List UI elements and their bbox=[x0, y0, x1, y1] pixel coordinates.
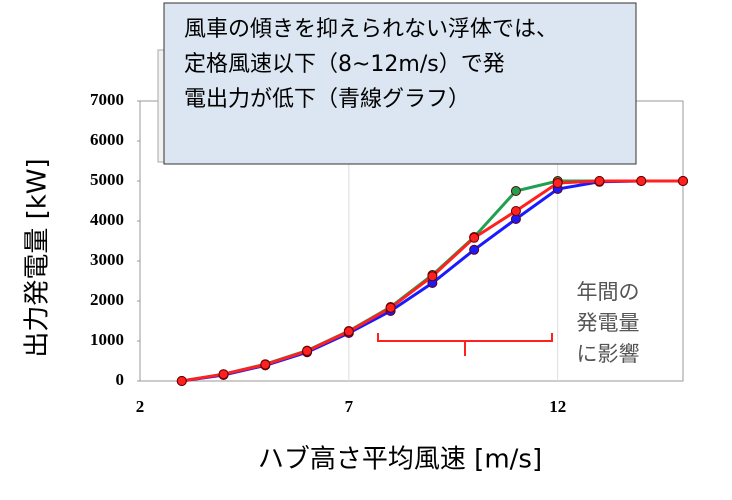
bracket bbox=[377, 333, 553, 356]
y-tick-label: 5000 bbox=[90, 170, 124, 189]
data-point bbox=[510, 186, 521, 196]
x-tick-label: 12 bbox=[549, 397, 566, 416]
x-tick-label: 7 bbox=[345, 397, 354, 416]
data-point bbox=[302, 346, 313, 356]
data-point bbox=[385, 302, 396, 313]
note-line: 発電量 bbox=[577, 311, 640, 335]
note-line: に影響 bbox=[577, 342, 640, 366]
y-tick-label: 0 bbox=[116, 370, 125, 389]
callout-line: 風車の傾きを抑えられない浮体では、 bbox=[184, 17, 558, 42]
data-point bbox=[469, 244, 480, 255]
data-point bbox=[218, 369, 229, 380]
y-tick-label: 2000 bbox=[90, 290, 124, 309]
x-axis-label: ハブ高さ平均風速 [m/s] bbox=[258, 445, 542, 475]
x-tick-label: 2 bbox=[136, 397, 145, 416]
y-tick-label: 7000 bbox=[90, 90, 124, 109]
y-axis-label: 出力発電量 [kW] bbox=[23, 158, 53, 357]
callout-line: 定格風速以下（8~12m/s）で発 bbox=[184, 52, 505, 77]
data-point bbox=[636, 176, 647, 186]
y-tick-label: 6000 bbox=[90, 130, 124, 149]
callout-line: 電出力が低下（青線グラフ） bbox=[184, 87, 470, 112]
data-point bbox=[260, 359, 271, 370]
callout-box bbox=[163, 2, 637, 165]
y-tick-label: 1000 bbox=[90, 330, 124, 349]
data-point bbox=[678, 176, 688, 186]
data-point bbox=[427, 271, 438, 282]
data-point bbox=[176, 376, 187, 386]
data-point bbox=[469, 232, 480, 243]
note-line: 年間の bbox=[577, 280, 640, 304]
y-tick-label: 4000 bbox=[90, 210, 124, 229]
data-point bbox=[343, 326, 354, 337]
data-point bbox=[510, 206, 521, 216]
y-tick-label: 3000 bbox=[90, 250, 124, 269]
data-point bbox=[594, 176, 605, 186]
data-point bbox=[552, 178, 563, 188]
